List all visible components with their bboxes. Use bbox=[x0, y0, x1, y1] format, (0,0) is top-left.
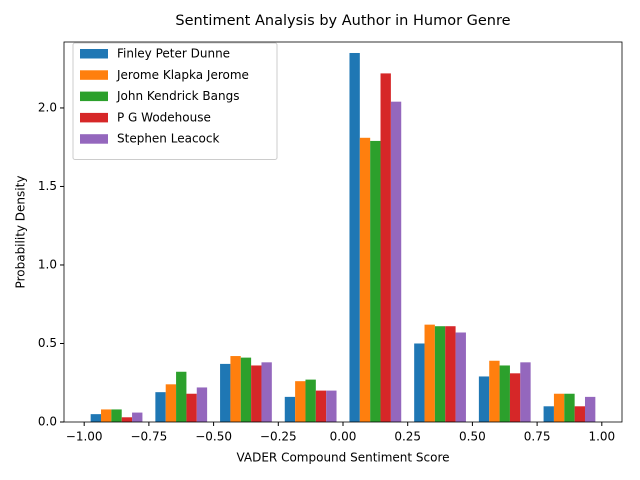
bar bbox=[359, 137, 371, 422]
y-tick-label: 1.5 bbox=[38, 179, 57, 193]
y-axis-label: Probability Density bbox=[14, 176, 28, 289]
y-tick-label: 2.0 bbox=[38, 100, 57, 114]
bar bbox=[380, 73, 391, 422]
x-tick-label: 1.00 bbox=[588, 430, 615, 444]
bar bbox=[121, 417, 133, 422]
legend-swatch bbox=[80, 134, 108, 144]
x-tick-label: −0.50 bbox=[195, 430, 232, 444]
bar bbox=[445, 326, 456, 422]
x-axis-label: VADER Compound Sentiment Score bbox=[236, 451, 449, 465]
legend-swatch bbox=[80, 91, 108, 102]
bar bbox=[455, 332, 466, 422]
legend-swatch bbox=[80, 70, 108, 80]
bar bbox=[520, 362, 531, 422]
legend-swatch bbox=[80, 49, 108, 59]
bar bbox=[478, 376, 490, 422]
bar bbox=[155, 392, 166, 422]
bar bbox=[251, 365, 262, 422]
bar bbox=[111, 409, 122, 422]
y-tick-label: 0.5 bbox=[38, 336, 57, 350]
legend-label: P G Wodehouse bbox=[117, 110, 211, 124]
bar bbox=[370, 140, 381, 423]
bar bbox=[240, 357, 252, 422]
legend-box bbox=[72, 42, 278, 160]
x-tick-label: 0.00 bbox=[330, 430, 357, 444]
bar bbox=[165, 384, 177, 422]
bar bbox=[101, 409, 112, 422]
x-tick-label: −0.75 bbox=[130, 430, 167, 444]
legend-label: Finley Peter Dunne bbox=[117, 47, 230, 61]
bar bbox=[284, 396, 296, 422]
bar bbox=[434, 326, 446, 422]
x-tick-label: 0.50 bbox=[459, 430, 486, 444]
bar bbox=[584, 396, 596, 422]
bar bbox=[489, 360, 500, 422]
bar bbox=[390, 101, 402, 422]
bar bbox=[424, 324, 435, 422]
bar bbox=[295, 381, 306, 422]
legend-label: John Kendrick Bangs bbox=[116, 89, 239, 103]
bar bbox=[132, 412, 143, 422]
bar bbox=[261, 362, 272, 422]
y-tick-label: 0.0 bbox=[38, 415, 57, 429]
bar bbox=[543, 406, 554, 422]
bar bbox=[220, 363, 231, 422]
bar bbox=[230, 356, 241, 422]
bar bbox=[553, 393, 565, 422]
bar bbox=[326, 390, 337, 422]
y-tick-label: 1.0 bbox=[38, 257, 57, 271]
bar bbox=[176, 371, 187, 422]
bar bbox=[90, 414, 102, 422]
bar bbox=[305, 379, 316, 422]
chart-title: Sentiment Analysis by Author in Humor Ge… bbox=[175, 13, 510, 29]
legend-label: Jerome Klapka Jerome bbox=[116, 68, 249, 82]
bar bbox=[196, 387, 208, 422]
bar bbox=[315, 390, 327, 422]
bar bbox=[574, 406, 585, 422]
legend-swatch bbox=[80, 112, 108, 123]
x-tick-label: 0.75 bbox=[524, 430, 551, 444]
x-tick-label: −1.00 bbox=[66, 430, 103, 444]
x-tick-label: 0.25 bbox=[394, 430, 421, 444]
bar bbox=[186, 393, 197, 422]
x-tick-label: −0.25 bbox=[260, 430, 297, 444]
bar bbox=[509, 373, 521, 422]
bar bbox=[564, 393, 575, 422]
bar bbox=[349, 52, 360, 423]
legend-label: Stephen Leacock bbox=[117, 132, 219, 146]
bar bbox=[414, 343, 425, 422]
bar bbox=[499, 365, 510, 422]
